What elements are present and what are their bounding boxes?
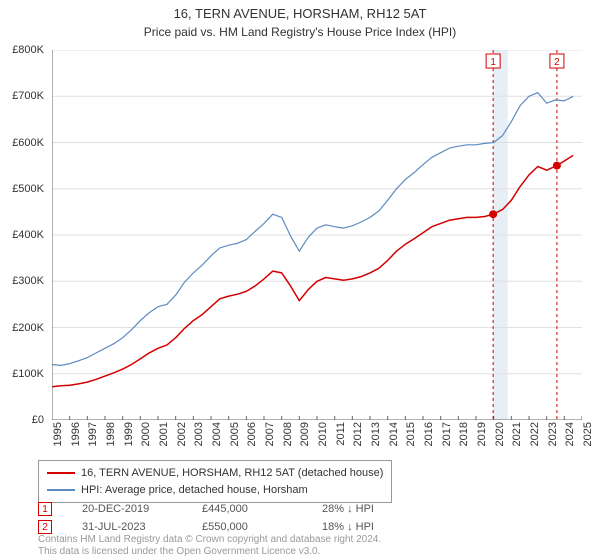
sale-row: 1 20-DEC-2019 £445,000 28% ↓ HPI — [38, 500, 412, 518]
sale-marker: 1 — [38, 502, 52, 516]
x-tick-label: 2011 — [335, 422, 347, 446]
x-tick-label: 2018 — [458, 422, 470, 446]
y-axis-labels: £0£100K£200K£300K£400K£500K£600K£700K£80… — [0, 50, 48, 420]
x-tick-label: 2002 — [176, 422, 188, 446]
legend-row: 16, TERN AVENUE, HORSHAM, RH12 5AT (deta… — [47, 465, 383, 482]
x-tick-label: 2005 — [229, 422, 241, 446]
svg-text:2: 2 — [554, 57, 560, 68]
x-axis-labels: 1995 1996 1997 1998 1999 2000 2001 2002 2003 2004… — [52, 422, 582, 460]
x-tick-label: 2006 — [246, 422, 258, 446]
x-tick-label: 2022 — [529, 422, 541, 446]
legend-label: HPI: Average price, detached house, Hors… — [81, 482, 308, 499]
sale-price: £550,000 — [202, 521, 292, 533]
x-tick-label: 2010 — [317, 422, 329, 446]
x-tick-label: 2009 — [299, 422, 311, 446]
y-tick-label: £700K — [12, 90, 44, 102]
x-tick-label: 2019 — [476, 422, 488, 446]
chart-svg: 12 — [52, 50, 582, 420]
x-tick-label: 2020 — [494, 422, 506, 446]
x-tick-label: 1998 — [105, 422, 117, 446]
x-tick-label: 2000 — [140, 422, 152, 446]
y-tick-label: £200K — [12, 322, 44, 334]
sales-table: 1 20-DEC-2019 £445,000 28% ↓ HPI 2 31-JUL-202… — [38, 500, 412, 536]
x-tick-label: 2004 — [211, 422, 223, 446]
x-tick-label: 1997 — [87, 422, 99, 446]
y-tick-label: £0 — [32, 414, 44, 426]
x-tick-label: 2025 — [582, 422, 594, 446]
footer-attribution: Contains HM Land Registry data © Crown c… — [38, 534, 381, 558]
legend-label: 16, TERN AVENUE, HORSHAM, RH12 5AT (deta… — [81, 465, 383, 482]
x-tick-label: 2013 — [370, 422, 382, 446]
legend-color-swatch — [47, 489, 75, 491]
y-tick-label: £100K — [12, 368, 44, 380]
x-tick-label: 2014 — [388, 422, 400, 446]
x-tick-label: 2001 — [158, 422, 170, 446]
y-tick-label: £600K — [12, 137, 44, 149]
x-tick-label: 2023 — [547, 422, 559, 446]
x-tick-label: 2017 — [441, 422, 453, 446]
footer-line1: Contains HM Land Registry data © Crown c… — [38, 534, 381, 546]
legend-color-swatch — [47, 472, 75, 474]
x-tick-label: 2008 — [282, 422, 294, 446]
x-tick-label: 1996 — [70, 422, 82, 446]
y-tick-label: £800K — [12, 44, 44, 56]
x-tick-label: 2003 — [193, 422, 205, 446]
legend-row: HPI: Average price, detached house, Hors… — [47, 482, 383, 499]
chart-subtitle: Price paid vs. HM Land Registry's House … — [0, 23, 600, 39]
sale-diff: 28% ↓ HPI — [322, 503, 412, 515]
footer-line2: This data is licensed under the Open Gov… — [38, 546, 381, 558]
sale-date: 31-JUL-2023 — [82, 521, 172, 533]
legend: 16, TERN AVENUE, HORSHAM, RH12 5AT (deta… — [38, 460, 392, 503]
x-tick-label: 2015 — [405, 422, 417, 446]
chart-container: 16, TERN AVENUE, HORSHAM, RH12 5AT Price… — [0, 0, 600, 560]
y-tick-label: £500K — [12, 183, 44, 195]
x-tick-label: 2012 — [352, 422, 364, 446]
x-tick-label: 1999 — [123, 422, 135, 446]
x-tick-label: 2024 — [564, 422, 576, 446]
svg-text:1: 1 — [490, 57, 496, 68]
plot-area: 12 — [52, 50, 582, 420]
y-tick-label: £300K — [12, 275, 44, 287]
sale-date: 20-DEC-2019 — [82, 503, 172, 515]
sale-diff: 18% ↓ HPI — [322, 521, 412, 533]
chart-title: 16, TERN AVENUE, HORSHAM, RH12 5AT — [0, 0, 600, 23]
sale-marker: 2 — [38, 520, 52, 534]
x-tick-label: 2007 — [264, 422, 276, 446]
x-tick-label: 1995 — [52, 422, 64, 446]
sale-price: £445,000 — [202, 503, 292, 515]
y-tick-label: £400K — [12, 229, 44, 241]
x-tick-label: 2016 — [423, 422, 435, 446]
x-tick-label: 2021 — [511, 422, 523, 446]
